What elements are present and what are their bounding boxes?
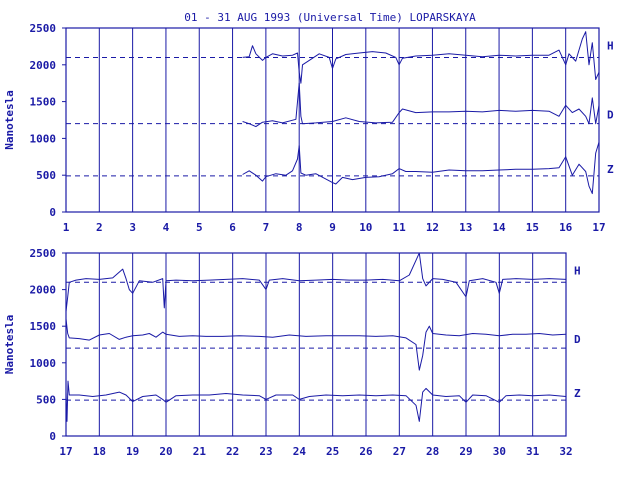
series-line-z	[242, 141, 600, 195]
series-line-d	[242, 82, 600, 128]
x-tick-label: 23	[259, 445, 272, 458]
x-tick-label: 18	[93, 445, 106, 458]
series-label-h: H	[574, 264, 581, 277]
y-tick-label: 500	[36, 393, 56, 406]
x-tick-label: 14	[492, 221, 506, 234]
x-tick-label: 29	[459, 445, 472, 458]
x-tick-label: 6	[229, 221, 236, 234]
y-tick-label: 2500	[30, 22, 57, 35]
x-tick-label: 32	[559, 445, 572, 458]
x-tick-label: 27	[393, 445, 406, 458]
panel-bottom: 17 18 19 20 21 22 23 24 25 26 27 28 29 30 31 32 0 500 1000…	[3, 247, 581, 458]
y-tick-label: 1000	[30, 132, 57, 145]
plot-frame	[65, 252, 567, 437]
x-tick-label: 3	[129, 221, 136, 234]
y-tick-label: 2000	[30, 59, 57, 72]
x-tick-label: 4	[163, 221, 170, 234]
x-tick-label: 26	[359, 445, 373, 458]
chart-title: 01 - 31 AUG 1993 (Universal Time) LOPARS…	[184, 11, 476, 24]
series-label-z: Z	[574, 387, 581, 400]
chart-panels: 1 2 3 4 5 6 7 8 9 10 11 12 13 14 15 16 17050010001500200…	[3, 22, 614, 458]
x-tick-label: 21	[193, 445, 207, 458]
x-tick-label: 17	[59, 445, 72, 458]
x-tick-label: 24	[293, 445, 307, 458]
x-tick-label: 12	[426, 221, 439, 234]
y-tick-label: 0	[49, 430, 56, 443]
x-tick-label: 10	[359, 221, 372, 234]
panel-top: 1 2 3 4 5 6 7 8 9 10 11 12 13 14 15 16 17050010001500200…	[3, 22, 614, 234]
x-tick-label: 16	[559, 221, 573, 234]
y-tick-label: 1000	[30, 357, 57, 370]
y-axis-label: Nanotesla	[3, 315, 16, 375]
series-label-z: Z	[607, 163, 614, 176]
x-tick-label: 11	[393, 221, 407, 234]
x-tick-label: 2	[96, 221, 103, 234]
x-tick-label: 22	[226, 445, 239, 458]
x-tick-label: 17	[592, 221, 605, 234]
x-tick-label: 25	[326, 445, 339, 458]
x-tick-label: 7	[263, 221, 270, 234]
y-tick-label: 500	[36, 169, 56, 182]
series-label-d: D	[574, 333, 581, 346]
series-line-h	[242, 31, 600, 84]
x-tick-label: 1	[63, 221, 70, 234]
y-axis-label: Nanotesla	[3, 90, 16, 150]
x-tick-label: 5	[196, 221, 203, 234]
x-tick-label: 8	[296, 221, 303, 234]
x-tick-label: 15	[526, 221, 539, 234]
y-tick-label: 2000	[30, 284, 57, 297]
x-tick-label: 19	[126, 445, 139, 458]
x-tick-label: 13	[459, 221, 472, 234]
y-tick-label: 2500	[30, 247, 57, 260]
x-tick-label: 31	[526, 445, 540, 458]
x-tick-label: 9	[329, 221, 336, 234]
series-label-d: D	[607, 109, 614, 122]
x-tick-label: 20	[159, 445, 172, 458]
x-tick-label: 28	[426, 445, 439, 458]
series-line-z	[65, 380, 567, 422]
x-tick-label: 30	[493, 445, 506, 458]
series-label-h: H	[607, 39, 614, 52]
y-tick-label: 0	[49, 206, 56, 219]
y-tick-label: 1500	[30, 96, 57, 109]
y-tick-label: 1500	[30, 320, 57, 333]
series-line-d	[65, 318, 567, 371]
series-line-h	[65, 252, 567, 312]
